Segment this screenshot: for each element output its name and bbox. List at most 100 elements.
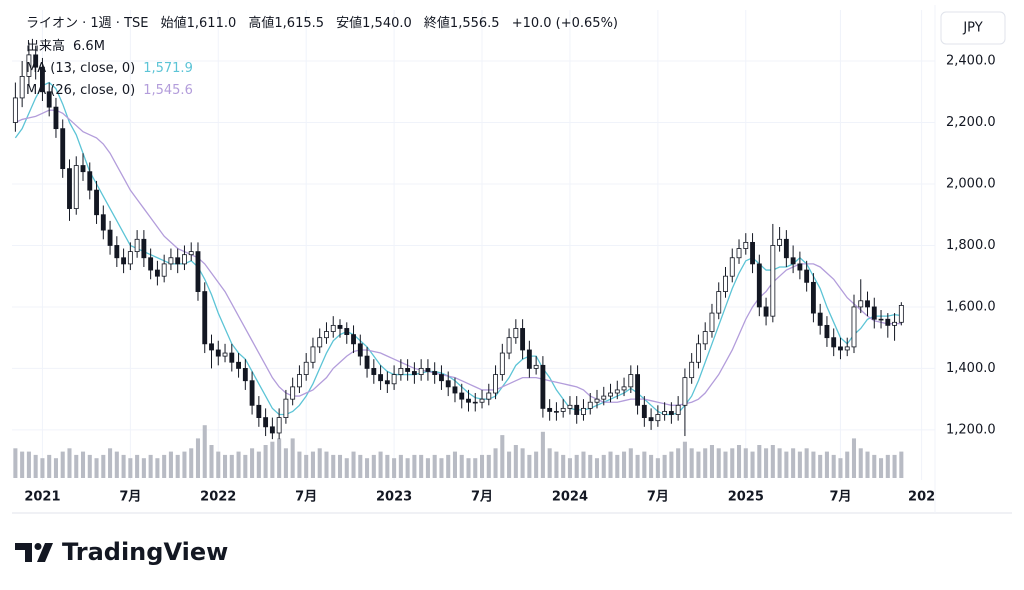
volume-bar [337,454,343,478]
volume-bar [527,454,532,478]
x-tick-label: 7月 [471,490,493,505]
volume-bar [730,448,735,478]
volume-bar [899,451,904,478]
candle-body [851,306,857,348]
volume-bar [141,458,146,478]
volume-bar [865,451,870,478]
volume-bar [588,454,593,478]
brand-logo [15,543,53,562]
volume-bar [554,451,559,478]
candle-body [553,411,559,413]
grid [12,10,935,480]
candle-body [797,263,803,271]
volume-bar [175,454,180,478]
volume-bar [824,451,829,478]
volume-bar [425,458,430,478]
volume-bar [608,451,613,478]
volume-bar [256,451,261,478]
volume-bar [466,458,471,478]
volume-bar [703,448,708,478]
candle-body [750,241,755,265]
candle-body [364,355,370,369]
candle-body [547,407,553,412]
volume-bar [365,458,370,478]
y-tick-label: 1,200.0 [946,422,996,437]
volume-bar [845,451,850,478]
candle-body [594,398,600,403]
volume-bar [547,448,552,478]
candle-body [763,306,769,317]
candle-body [574,404,580,415]
volume-bar [182,451,187,478]
candle-body [452,386,458,394]
candle-body [858,300,864,308]
volume-bar [567,458,572,478]
volume-bar [493,448,498,478]
candle-body [723,275,728,292]
volume-bar [331,454,336,478]
change-value: +10.0 (+0.65%) [511,16,618,31]
ma-name: MA (13, close, 0) [26,61,136,76]
volume-bar [371,454,376,478]
candle-body [506,337,512,354]
volume-bar [290,438,295,478]
volume-bar [135,454,140,478]
volume-bar [432,454,437,478]
x-tick-label: 2025 [728,490,764,505]
volume-legend: 出来高 6.6M [26,38,113,56]
candle-body [648,417,654,422]
volume-bar [696,451,701,478]
candle-body [269,426,275,434]
volume-bar [723,451,728,478]
volume-bar [114,451,119,478]
volume-bar [750,451,755,478]
volume-bar [473,458,478,478]
candle-body [783,238,789,259]
candle-body [668,411,674,415]
brand-name: TradingView [62,538,228,566]
candle-body [127,251,133,265]
volume-bar [202,425,207,478]
candle-body [53,106,59,130]
candle-body [67,168,72,209]
y-tick-label: 2,400.0 [946,54,996,69]
volume-bar [378,451,383,478]
candles [12,42,904,440]
volume-bar [195,438,201,478]
volume-bar [405,458,410,478]
volume-bar [676,448,681,478]
y-tick-label: 1,600.0 [946,299,996,314]
x-tick-label: 7月 [295,490,317,505]
candle-body [215,349,221,357]
x-tick-label: 2023 [376,490,412,505]
volume-bar [47,454,52,478]
volume-label: 出来高 [26,39,66,54]
volume-bar [33,454,38,478]
y-tick-label: 2,000.0 [946,176,996,191]
candle-body [810,281,816,314]
ma-value: 1,571.9 [143,61,193,76]
volume-bar [128,458,133,478]
volume-bar [277,438,282,478]
candle-body [729,257,735,277]
candle-body [479,398,485,403]
candle-body [736,248,742,259]
volume-bar [784,451,789,478]
candle-body [520,328,526,351]
ma-line [14,81,902,416]
candle-body [898,305,904,323]
volume-bar [486,454,491,478]
candle-body [662,411,668,415]
currency-button[interactable] [940,11,1006,45]
candle-body [871,306,877,320]
volume-bar [283,448,288,478]
volume-bar [872,454,877,478]
candle-body [175,257,181,265]
candle-body [141,238,147,259]
volume-bar [649,454,654,478]
volume-bar [797,451,802,478]
x-tick-label: 7月 [119,490,141,505]
candle-body [425,368,431,372]
candle-body [824,324,830,339]
y-tick-label: 2,200.0 [946,115,996,130]
